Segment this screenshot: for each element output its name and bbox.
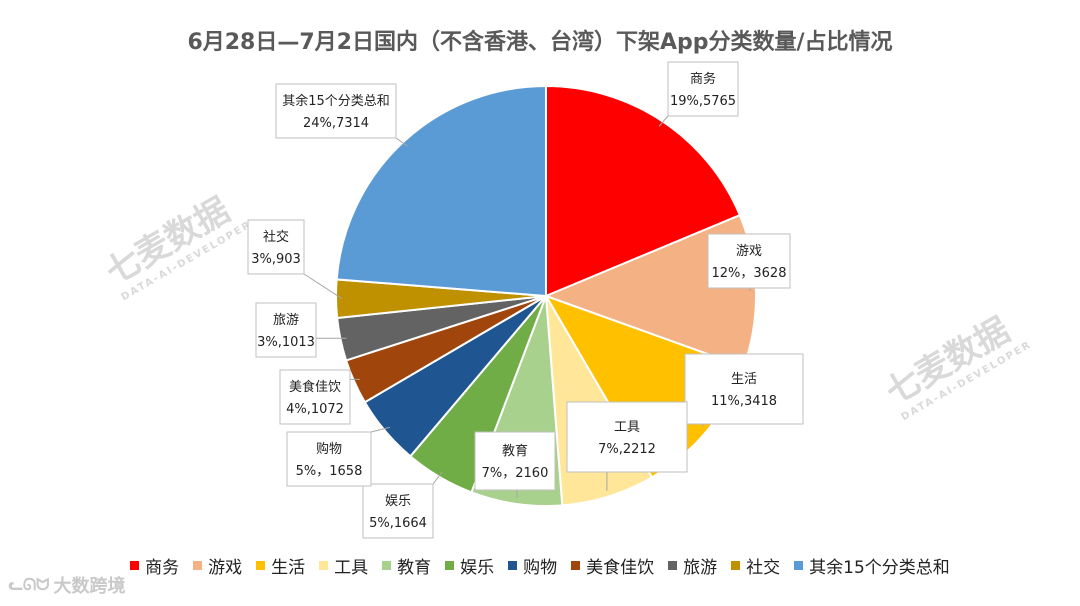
- data-label-name: 游戏: [736, 244, 762, 259]
- legend-swatch: [445, 561, 455, 570]
- data-label: 游戏 12%，3628: [707, 233, 791, 289]
- pie-slice: [335, 84, 547, 298]
- data-label-value: 24%,7314: [303, 116, 369, 131]
- legend-item: 教育: [382, 553, 431, 578]
- data-label: 娱乐 5%,1664: [362, 483, 434, 539]
- data-label-name: 工具: [614, 420, 640, 435]
- legend-swatch: [256, 561, 266, 570]
- data-label-name: 美食佳饮: [289, 379, 341, 395]
- data-label-name: 娱乐: [385, 494, 411, 509]
- data-label-value: 7%,2212: [598, 442, 656, 457]
- legend-label: 社交: [746, 558, 781, 578]
- data-label-value: 4%,1072: [286, 402, 344, 417]
- leader-line: [303, 273, 343, 300]
- legend-item: 生活: [256, 553, 305, 578]
- legend-label: 美食佳饮: [586, 558, 655, 578]
- data-label-value: 19%,5765: [670, 94, 736, 109]
- data-label-box: [566, 401, 688, 473]
- data-label-box: [684, 353, 804, 425]
- data-label-box: [474, 431, 556, 491]
- legend-item: 其余15个分类总和: [794, 553, 950, 578]
- legend-label: 商务: [145, 558, 180, 578]
- legend-swatch: [382, 561, 392, 570]
- data-label-value: 7%，2160: [482, 466, 549, 481]
- legend-item: 旅游: [668, 553, 717, 578]
- legend-label: 生活: [271, 558, 306, 578]
- legend-item: 商务: [130, 553, 179, 578]
- legend-swatch: [668, 561, 678, 570]
- data-label: 旅游 3%,1013: [255, 302, 317, 358]
- data-label-value: 5%，1658: [296, 464, 363, 479]
- legend-swatch: [508, 561, 518, 570]
- legend-item: 社交: [731, 553, 780, 578]
- data-label-name: 购物: [316, 441, 342, 457]
- legend-swatch: [193, 561, 203, 570]
- cat-icon: ᓚᘏᗢ: [8, 575, 50, 594]
- data-label-box: [247, 219, 305, 275]
- pie-slice: [545, 84, 742, 298]
- data-label: 教育 7%，2160: [474, 431, 556, 491]
- data-label-name: 生活: [731, 372, 757, 387]
- leader-line: [370, 426, 391, 433]
- legend-label: 教育: [397, 558, 432, 578]
- data-label: 美食佳饮 4%,1072: [279, 369, 351, 425]
- legend-swatch: [319, 561, 329, 570]
- data-label: 生活 11%,3418: [684, 353, 804, 425]
- legend-label: 娱乐: [460, 558, 495, 578]
- data-label: 工具 7%,2212: [566, 401, 688, 473]
- data-label-box: [255, 302, 317, 358]
- legend-swatch: [794, 561, 804, 570]
- data-label-box: [275, 83, 397, 139]
- legend-label: 游戏: [208, 558, 243, 578]
- corner-logo-text: 大数跨境: [53, 576, 126, 597]
- legend-swatch: [130, 561, 140, 570]
- legend-item: 购物: [508, 553, 557, 578]
- leader-line: [658, 115, 669, 127]
- data-label-name: 教育: [502, 443, 528, 459]
- legend-swatch: [571, 561, 581, 570]
- data-label-box: [667, 61, 739, 117]
- legend-swatch: [731, 561, 741, 570]
- leader-line: [432, 471, 443, 485]
- legend-item: 美食佳饮: [571, 553, 654, 578]
- data-label: 商务 19%,5765: [667, 61, 739, 117]
- leader-line: [395, 137, 408, 147]
- legend: 商务 游戏 生活 工具 教育 娱乐 购物 美食佳饮 旅游 社交 其余15个分类总和: [0, 553, 1080, 578]
- legend-label: 工具: [334, 558, 369, 578]
- data-label-name: 社交: [263, 229, 289, 245]
- legend-item: 游戏: [193, 553, 242, 578]
- data-label: 购物 5%，1658: [286, 431, 372, 487]
- chart-title: 6月28日—7月2日国内（不含香港、台湾）下架App分类数量/占比情况: [187, 30, 893, 55]
- legend-label: 旅游: [683, 558, 718, 578]
- data-label-value: 3%,1013: [257, 335, 315, 350]
- data-label-value: 5%,1664: [369, 516, 427, 531]
- legend-label: 其余15个分类总和: [809, 558, 950, 578]
- legend-item: 娱乐: [445, 553, 494, 578]
- data-label-box: [362, 483, 434, 539]
- data-label-name: 旅游: [273, 313, 299, 328]
- data-label-name: 其余15个分类总和: [282, 93, 390, 109]
- data-label-box: [286, 431, 372, 487]
- legend-label: 购物: [523, 558, 558, 578]
- data-label-value: 12%，3628: [712, 266, 787, 281]
- data-label-box: [279, 369, 351, 425]
- data-label-name: 商务: [690, 71, 716, 87]
- corner-logo: ᓚᘏᗢ 大数跨境: [8, 572, 125, 598]
- data-label-value: 11%,3418: [711, 394, 777, 409]
- data-label: 社交 3%,903: [247, 219, 305, 275]
- data-label-value: 3%,903: [251, 252, 301, 267]
- data-label-box: [707, 233, 791, 289]
- data-label: 其余15个分类总和 24%,7314: [275, 83, 397, 139]
- legend-item: 工具: [319, 553, 368, 578]
